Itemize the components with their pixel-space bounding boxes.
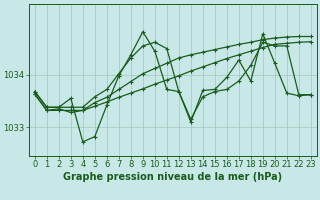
X-axis label: Graphe pression niveau de la mer (hPa): Graphe pression niveau de la mer (hPa) <box>63 172 282 182</box>
